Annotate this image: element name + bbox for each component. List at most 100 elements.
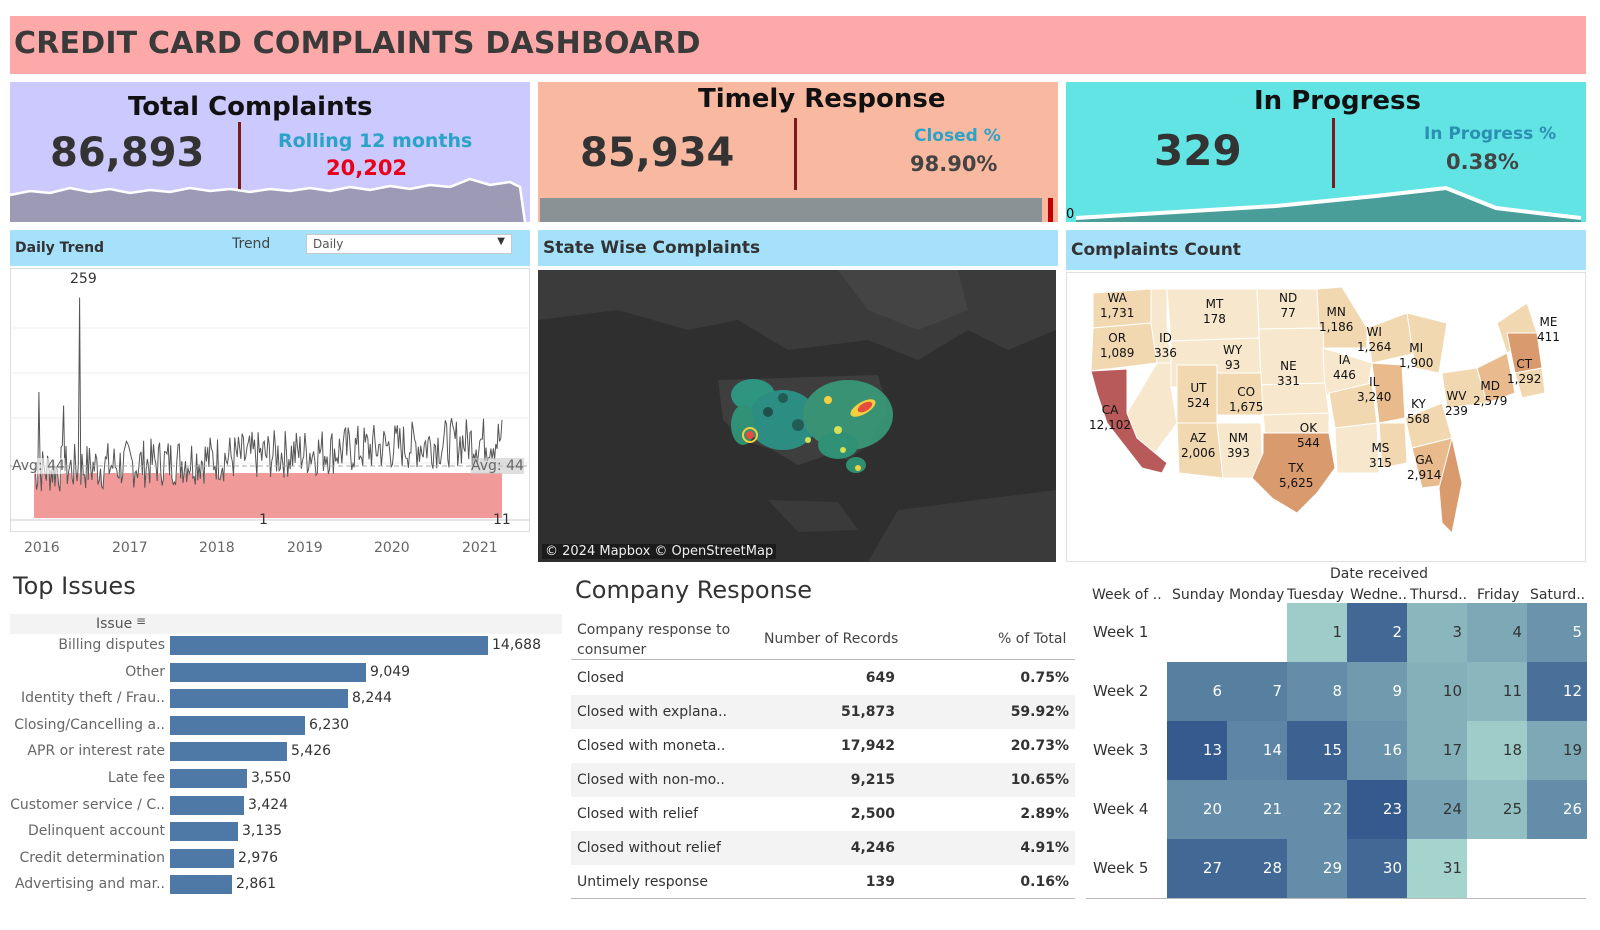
issue-bar[interactable] bbox=[170, 715, 305, 735]
calendar-day-cell[interactable]: 16 bbox=[1347, 721, 1407, 780]
response-row[interactable]: Untimely response 139 0.16% bbox=[571, 865, 1075, 899]
calendar-day-cell[interactable]: 1 bbox=[1287, 603, 1347, 662]
daily-trend-area bbox=[34, 473, 502, 518]
issue-column-header[interactable]: Issue bbox=[96, 616, 133, 632]
calendar-day-cell[interactable]: 25 bbox=[1467, 780, 1527, 839]
calendar-day-cell[interactable]: 12 bbox=[1527, 662, 1587, 721]
state-label-wi: WI 1,264 bbox=[1357, 325, 1392, 354]
calendar-day-cell[interactable]: 14 bbox=[1227, 721, 1287, 780]
response-type: Closed with relief bbox=[577, 806, 699, 822]
calendar-day-cell[interactable]: 22 bbox=[1287, 780, 1347, 839]
calendar-day-cell[interactable]: 26 bbox=[1527, 780, 1587, 839]
calendar-day-cell[interactable]: 21 bbox=[1227, 780, 1287, 839]
response-records: 4,246 bbox=[850, 840, 895, 856]
issue-label: Late fee bbox=[107, 770, 165, 786]
calendar-day-cell[interactable]: 2 bbox=[1347, 603, 1407, 662]
calendar-day-cell[interactable]: 6 bbox=[1167, 662, 1227, 721]
state-label-or: OR 1,089 bbox=[1100, 331, 1135, 360]
kpi-progress-sparkline bbox=[1076, 185, 1582, 222]
response-header-divider bbox=[571, 659, 1075, 660]
calendar-week-label: Week 4 bbox=[1093, 800, 1149, 818]
year-tick: 2016 bbox=[24, 540, 60, 556]
issue-bar[interactable] bbox=[170, 795, 244, 815]
calendar-day-cell[interactable]: 24 bbox=[1407, 780, 1467, 839]
state-wise-header: State Wise Complaints bbox=[538, 230, 1058, 266]
calendar-day-cell[interactable]: 28 bbox=[1227, 839, 1287, 898]
kpi-total-value: 86,893 bbox=[50, 130, 205, 176]
issue-bar[interactable] bbox=[170, 662, 366, 682]
response-type: Closed with explana.. bbox=[577, 704, 727, 720]
calendar-day-cell[interactable]: 13 bbox=[1167, 721, 1227, 780]
response-row[interactable]: Closed 649 0.75% bbox=[571, 661, 1075, 695]
response-pct: 4.91% bbox=[1020, 840, 1069, 856]
response-records: 17,942 bbox=[840, 738, 895, 754]
state-label-ia: IA 446 bbox=[1333, 353, 1356, 382]
calendar-day-number: 8 bbox=[1332, 682, 1342, 700]
state-label-ne: NE 331 bbox=[1277, 359, 1300, 388]
response-row[interactable]: Closed with relief 2,500 2.89% bbox=[571, 797, 1075, 831]
calendar-day-cell[interactable]: 23 bbox=[1347, 780, 1407, 839]
calendar-day-number: 25 bbox=[1502, 800, 1522, 818]
calendar-day-cell[interactable]: 8 bbox=[1287, 662, 1347, 721]
state-label-mt: MT 178 bbox=[1203, 297, 1226, 326]
calendar-day-cell[interactable]: 3 bbox=[1407, 603, 1467, 662]
calendar-day-number: 23 bbox=[1382, 800, 1402, 818]
year-tick: 2018 bbox=[199, 540, 235, 556]
calendar-day-number: 6 bbox=[1212, 682, 1222, 700]
response-row[interactable]: Closed with non-mo.. 9,215 10.65% bbox=[571, 763, 1075, 797]
calendar-day-cell[interactable]: 9 bbox=[1347, 662, 1407, 721]
company-response-title: Company Response bbox=[575, 576, 813, 604]
response-records: 139 bbox=[865, 874, 895, 890]
calendar-day-cell[interactable]: 5 bbox=[1527, 603, 1587, 662]
issue-bar[interactable] bbox=[170, 822, 238, 842]
calendar-day-cell[interactable]: 20 bbox=[1167, 780, 1227, 839]
issue-bar[interactable] bbox=[170, 848, 234, 868]
calendar-day-number: 10 bbox=[1442, 682, 1462, 700]
complaints-count-map[interactable]: WA 1,731 OR 1,089 ID 336 MT 178 ND 77 MN 1,186… bbox=[1066, 272, 1586, 562]
calendar-day-header: Monday bbox=[1229, 587, 1285, 603]
calendar-day-cell[interactable]: 29 bbox=[1287, 839, 1347, 898]
calendar-day-cell[interactable]: 4 bbox=[1467, 603, 1527, 662]
state-label-co: CO 1,675 bbox=[1229, 385, 1264, 414]
response-records: 9,215 bbox=[850, 772, 895, 788]
calendar-day-cell[interactable]: 10 bbox=[1407, 662, 1467, 721]
calendar-day-cell[interactable]: 11 bbox=[1467, 662, 1527, 721]
map-attribution[interactable]: © 2024 Mapbox © OpenStreetMap bbox=[542, 544, 777, 559]
calendar-day-cell[interactable]: 30 bbox=[1347, 839, 1407, 898]
issue-bar[interactable] bbox=[170, 769, 247, 788]
state-label-id: ID 336 bbox=[1154, 331, 1177, 360]
kpi-divider bbox=[1332, 118, 1335, 188]
daily-trend-avg-right: Avg: 44 bbox=[471, 458, 524, 474]
state-label-ut: UT 524 bbox=[1187, 381, 1210, 410]
calendar-day-number: 31 bbox=[1442, 859, 1462, 877]
state-label-md: MD 2,579 bbox=[1473, 379, 1508, 408]
response-header-2: Number of Records bbox=[764, 631, 899, 647]
calendar-day-cell[interactable]: 31 bbox=[1407, 839, 1467, 898]
kpi-progress-pct-value: 0.38% bbox=[1446, 150, 1519, 174]
issue-bar[interactable] bbox=[170, 689, 348, 709]
calendar-day-cell[interactable]: 27 bbox=[1167, 839, 1227, 898]
response-type: Closed bbox=[577, 670, 625, 686]
calendar-day-cell[interactable]: 17 bbox=[1407, 721, 1467, 780]
issue-bar[interactable] bbox=[170, 636, 488, 655]
calendar-day-cell[interactable]: 18 bbox=[1467, 721, 1527, 780]
state-wise-map[interactable]: © 2024 Mapbox © OpenStreetMap bbox=[538, 270, 1056, 562]
response-table-bottom bbox=[571, 898, 1075, 899]
calendar-day-cell[interactable]: 15 bbox=[1287, 721, 1347, 780]
sort-icon[interactable]: ≡ bbox=[136, 614, 147, 628]
calendar-day-number: 18 bbox=[1502, 741, 1522, 759]
response-row[interactable]: Closed without relief 4,246 4.91% bbox=[571, 831, 1075, 865]
response-records: 2,500 bbox=[850, 806, 895, 822]
calendar-week-label: Week 3 bbox=[1093, 741, 1149, 759]
trend-select[interactable]: Daily ▼ bbox=[306, 234, 512, 254]
calendar-day-cell[interactable]: 7 bbox=[1227, 662, 1287, 721]
issue-bar[interactable] bbox=[170, 875, 232, 895]
calendar-day-cell[interactable]: 19 bbox=[1527, 721, 1587, 780]
issue-value: 2,861 bbox=[236, 876, 277, 893]
issue-value: 14,688 bbox=[492, 637, 541, 653]
issue-bar[interactable] bbox=[170, 742, 287, 762]
response-row[interactable]: Closed with moneta.. 17,942 20.73% bbox=[571, 729, 1075, 763]
response-row[interactable]: Closed with explana.. 51,873 59.92% bbox=[571, 695, 1075, 729]
response-header-1: Company response to consumer bbox=[577, 622, 731, 658]
kpi-closed-bar bbox=[540, 198, 1042, 222]
